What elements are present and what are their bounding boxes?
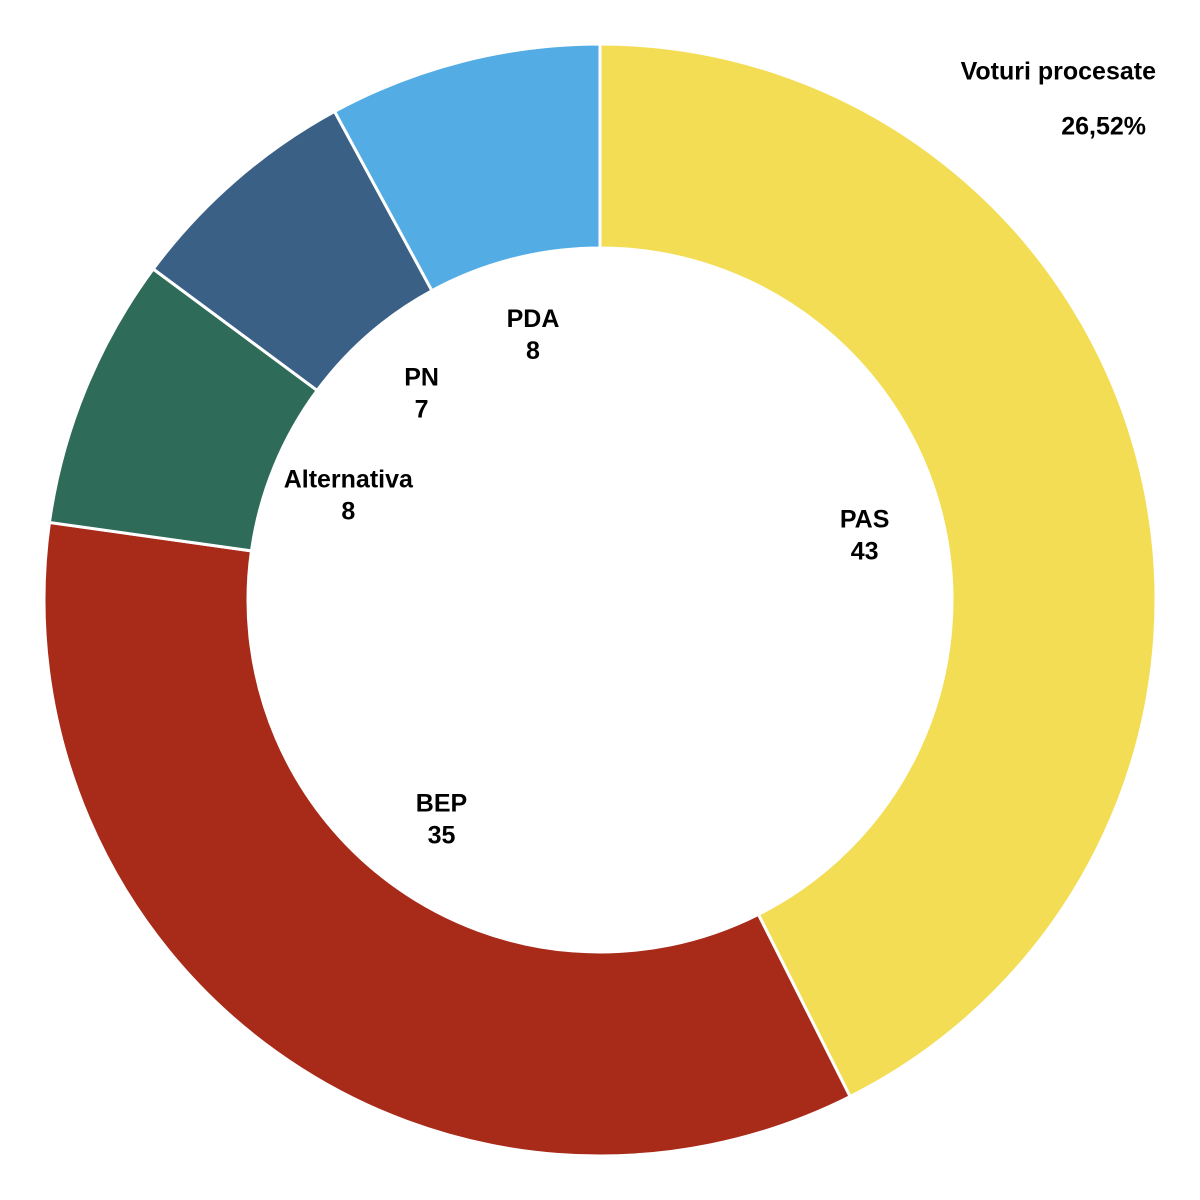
donut-slice: [42, 520, 853, 1158]
slice-value: 43: [851, 538, 879, 566]
annotation-text: 26,52%: [1061, 113, 1146, 141]
slice-label: BEP: [416, 790, 467, 818]
annotation-title: Voturi procesate: [961, 58, 1157, 86]
donut-slice: [598, 42, 1158, 1099]
slice-value: 7: [415, 395, 429, 423]
slice-value: 8: [341, 497, 355, 525]
donut-slice: [332, 42, 602, 293]
slice-value: 35: [428, 822, 456, 850]
slice-label: PN: [404, 363, 439, 391]
slice-label: Alternativa: [284, 465, 414, 493]
slice-value: 8: [526, 337, 540, 365]
slice-label: PDA: [507, 305, 560, 333]
slice-label: PAS: [840, 506, 890, 534]
